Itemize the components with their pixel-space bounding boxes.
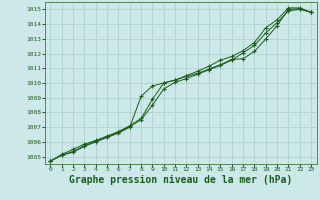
- X-axis label: Graphe pression niveau de la mer (hPa): Graphe pression niveau de la mer (hPa): [69, 175, 292, 185]
